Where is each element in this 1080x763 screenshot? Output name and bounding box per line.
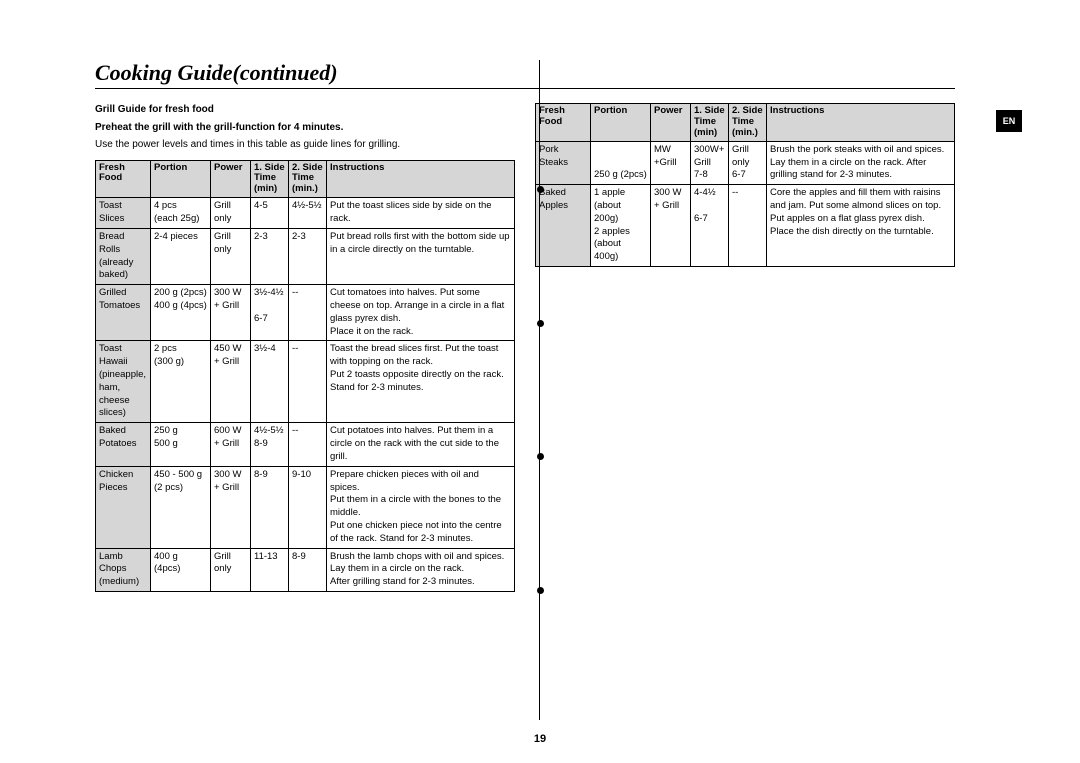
table-row: Bread Rolls (already baked)2-4 piecesGri… [96, 228, 515, 284]
table-row: Toast Hawaii (pineapple, ham, cheese sli… [96, 341, 515, 423]
cell-portion: 200 g (2pcs)400 g (4pcs) [151, 285, 211, 341]
cell-portion: 4 pcs(each 25g) [151, 198, 211, 229]
col-time2: 2. Side Time (min.) [289, 160, 327, 198]
cell-portion: 400 g(4pcs) [151, 548, 211, 591]
cell-power: Grill only [211, 548, 251, 591]
cell-t2: -- [289, 285, 327, 341]
cell-food: Toast Slices [96, 198, 151, 229]
page: Cooking Guide(continued) EN Grill Guide … [0, 0, 1080, 763]
cell-portion: 2 pcs(300 g) [151, 341, 211, 423]
cell-power: 300 W + Grill [211, 285, 251, 341]
preheat-instruction: Preheat the grill with the grill-functio… [95, 121, 515, 135]
section-heading: Grill Guide for fresh food [95, 103, 515, 117]
cell-t1: 8-9 [251, 466, 289, 548]
cell-t2: -- [729, 185, 767, 267]
cell-t2: -- [289, 423, 327, 466]
col-power: Power [211, 160, 251, 198]
cell-t1: 4½-5½8-9 [251, 423, 289, 466]
grill-guide-table-left: Fresh Food Portion Power 1. Side Time (m… [95, 160, 515, 593]
col-time2: 2. Side Time (min.) [729, 104, 767, 142]
cell-portion: 250 g500 g [151, 423, 211, 466]
cell-power: 300 W + Grill [651, 185, 691, 267]
col-instructions: Instructions [767, 104, 955, 142]
content-columns: Grill Guide for fresh food Preheat the g… [95, 103, 1020, 592]
cell-portion: 2-4 pieces [151, 228, 211, 284]
table-row: Toast Slices4 pcs(each 25g)Grill only4-5… [96, 198, 515, 229]
col-food: Fresh Food [96, 160, 151, 198]
page-title: Cooking Guide(continued) [95, 60, 955, 89]
col-time1: 1. Side Time (min) [691, 104, 729, 142]
cell-power: 450 W + Grill [211, 341, 251, 423]
usage-note: Use the power levels and times in this t… [95, 138, 515, 152]
cell-instr: Brush the pork steaks with oil and spice… [767, 141, 955, 184]
table-row: Grilled Tomatoes200 g (2pcs)400 g (4pcs)… [96, 285, 515, 341]
cell-t2: 2-3 [289, 228, 327, 284]
col-time1: 1. Side Time (min) [251, 160, 289, 198]
cell-t1: 3½-4½6-7 [251, 285, 289, 341]
cell-portion: 1 apple (about 200g)2 apples (about 400g… [591, 185, 651, 267]
cell-t2: -- [289, 341, 327, 423]
cell-instr: Put bread rolls first with the bottom si… [327, 228, 515, 284]
cell-instr: Brush the lamb chops with oil and spices… [327, 548, 515, 591]
cell-food: Baked Potatoes [96, 423, 151, 466]
col-power: Power [651, 104, 691, 142]
cell-instr: Put the toast slices side by side on the… [327, 198, 515, 229]
cell-portion: 450 - 500 g(2 pcs) [151, 466, 211, 548]
cell-power: MW +Grill [651, 141, 691, 184]
cell-instr: Core the apples and fill them with raisi… [767, 185, 955, 267]
language-tab: EN [996, 110, 1022, 132]
table-row: Baked Potatoes250 g500 g600 W + Grill4½-… [96, 423, 515, 466]
left-column: Grill Guide for fresh food Preheat the g… [95, 103, 515, 592]
table-row: Chicken Pieces450 - 500 g(2 pcs)300 W + … [96, 466, 515, 548]
col-portion: Portion [151, 160, 211, 198]
cell-instr: Prepare chicken pieces with oil and spic… [327, 466, 515, 548]
cell-t2: Grill only6-7 [729, 141, 767, 184]
cell-power: 300 W + Grill [211, 466, 251, 548]
cell-food: Chicken Pieces [96, 466, 151, 548]
cell-instr: Toast the bread slices first. Put the to… [327, 341, 515, 423]
cell-food: Bread Rolls (already baked) [96, 228, 151, 284]
cell-power: 600 W + Grill [211, 423, 251, 466]
table-header-row: Fresh Food Portion Power 1. Side Time (m… [96, 160, 515, 198]
table-header-row: Fresh Food Portion Power 1. Side Time (m… [536, 104, 955, 142]
cell-t1: 11-13 [251, 548, 289, 591]
cell-instr: Cut tomatoes into halves. Put some chees… [327, 285, 515, 341]
cell-power: Grill only [211, 228, 251, 284]
col-instructions: Instructions [327, 160, 515, 198]
cell-t1: 4-4½6-7 [691, 185, 729, 267]
page-number: 19 [0, 733, 1080, 745]
cell-t2: 8-9 [289, 548, 327, 591]
cell-power: Grill only [211, 198, 251, 229]
cell-t1: 4-5 [251, 198, 289, 229]
table-row: Baked Apples1 apple (about 200g)2 apples… [536, 185, 955, 267]
cell-food: Toast Hawaii (pineapple, ham, cheese sli… [96, 341, 151, 423]
cell-portion: 250 g (2pcs) [591, 141, 651, 184]
right-column: Fresh Food Portion Power 1. Side Time (m… [535, 103, 955, 592]
cell-t1: 3½-4 [251, 341, 289, 423]
grill-guide-table-right: Fresh Food Portion Power 1. Side Time (m… [535, 103, 955, 267]
cell-food: Lamb Chops (medium) [96, 548, 151, 591]
cell-t2: 9-10 [289, 466, 327, 548]
cell-t1: 300W+ Grill7-8 [691, 141, 729, 184]
col-portion: Portion [591, 104, 651, 142]
cell-t2: 4½-5½ [289, 198, 327, 229]
cell-food: Grilled Tomatoes [96, 285, 151, 341]
punch-holes [533, 60, 547, 720]
table-row: Pork Steaks250 g (2pcs)MW +Grill300W+ Gr… [536, 141, 955, 184]
cell-t1: 2-3 [251, 228, 289, 284]
cell-instr: Cut potatoes into halves. Put them in a … [327, 423, 515, 466]
table-row: Lamb Chops (medium)400 g(4pcs)Grill only… [96, 548, 515, 591]
